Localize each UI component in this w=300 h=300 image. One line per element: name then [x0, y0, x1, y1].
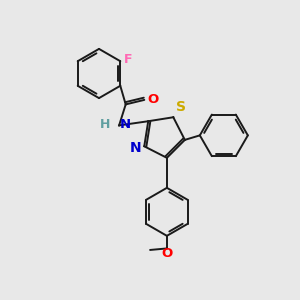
Text: H: H — [100, 118, 111, 131]
Text: N: N — [120, 118, 131, 131]
Text: F: F — [124, 53, 133, 66]
Text: O: O — [161, 247, 172, 260]
Text: N: N — [130, 141, 141, 155]
Text: O: O — [147, 93, 159, 106]
Text: S: S — [176, 100, 186, 114]
